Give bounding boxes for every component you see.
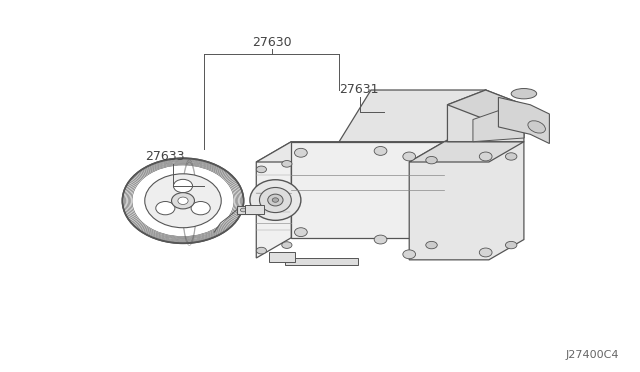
Ellipse shape	[479, 248, 492, 257]
Ellipse shape	[247, 209, 252, 211]
Ellipse shape	[294, 148, 307, 157]
Polygon shape	[285, 258, 358, 265]
Polygon shape	[409, 142, 524, 260]
Ellipse shape	[272, 198, 278, 202]
Ellipse shape	[172, 193, 195, 209]
FancyBboxPatch shape	[237, 206, 254, 214]
Polygon shape	[269, 253, 294, 262]
Ellipse shape	[282, 242, 292, 248]
Text: 27631: 27631	[339, 83, 379, 96]
Ellipse shape	[294, 228, 307, 237]
Polygon shape	[447, 90, 524, 119]
Ellipse shape	[256, 247, 266, 254]
Ellipse shape	[511, 89, 537, 99]
Text: 27633: 27633	[145, 150, 184, 163]
Ellipse shape	[256, 166, 266, 173]
Polygon shape	[291, 142, 444, 238]
Ellipse shape	[191, 202, 210, 215]
Ellipse shape	[403, 250, 415, 259]
Polygon shape	[499, 97, 549, 144]
Ellipse shape	[426, 157, 437, 164]
Ellipse shape	[374, 147, 387, 155]
Polygon shape	[256, 142, 444, 162]
Polygon shape	[256, 142, 291, 258]
Ellipse shape	[506, 153, 517, 160]
Text: 27630: 27630	[252, 36, 292, 49]
Ellipse shape	[250, 180, 301, 220]
Ellipse shape	[173, 179, 193, 193]
Ellipse shape	[426, 241, 437, 249]
Ellipse shape	[178, 197, 188, 205]
Ellipse shape	[156, 202, 175, 215]
Ellipse shape	[374, 235, 387, 244]
Polygon shape	[447, 90, 524, 142]
Ellipse shape	[122, 158, 244, 243]
Polygon shape	[473, 109, 524, 142]
Ellipse shape	[145, 174, 221, 228]
Polygon shape	[409, 142, 524, 162]
Ellipse shape	[528, 121, 545, 133]
Text: J27400C4: J27400C4	[566, 350, 620, 359]
Ellipse shape	[506, 241, 517, 249]
Ellipse shape	[259, 187, 291, 212]
Ellipse shape	[268, 194, 283, 206]
Polygon shape	[339, 90, 486, 142]
Ellipse shape	[403, 152, 415, 161]
Ellipse shape	[479, 152, 492, 161]
Ellipse shape	[241, 208, 246, 212]
FancyBboxPatch shape	[245, 205, 264, 214]
Ellipse shape	[282, 161, 292, 167]
Polygon shape	[486, 90, 524, 138]
